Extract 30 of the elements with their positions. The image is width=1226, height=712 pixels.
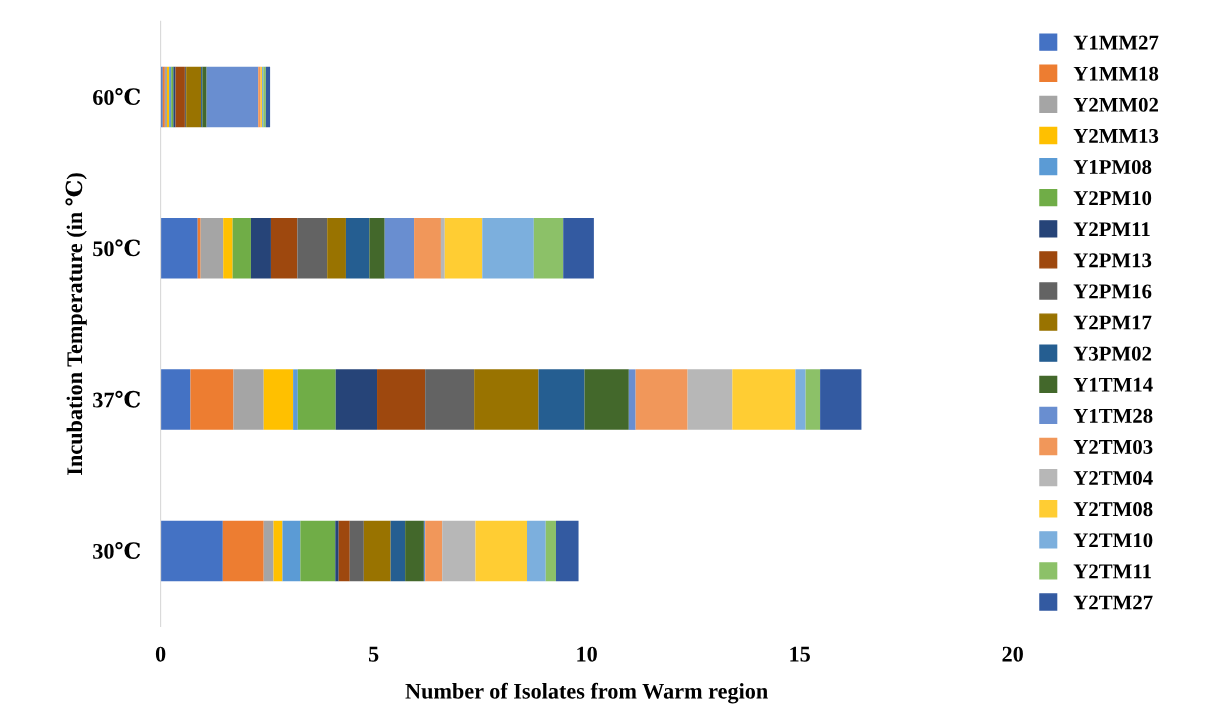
legend-label: Y2TM08 <box>1073 502 1153 517</box>
x-tick-label: 15 <box>790 646 810 662</box>
legend-label: Y3PM02 <box>1073 346 1152 361</box>
x-tick-label: 5 <box>368 646 379 662</box>
legend-label: Y2PM13 <box>1073 253 1152 268</box>
x-tick-label: 10 <box>577 646 597 662</box>
legend-label: Y2TM27 <box>1073 595 1153 610</box>
legend-label: Y2PM16 <box>1073 284 1152 299</box>
legend-label: Y2TM11 <box>1073 564 1151 579</box>
y-tick-label: 37℃ <box>93 390 141 408</box>
legend-label: Y2TM04 <box>1073 471 1153 486</box>
legend-label: Y2PM11 <box>1073 222 1150 237</box>
legend-label: Y2MM13 <box>1073 128 1159 143</box>
legend-label: Y2MM02 <box>1073 97 1159 112</box>
legend-label: Y1MM18 <box>1073 66 1159 81</box>
legend-label: Y2TM10 <box>1073 533 1153 548</box>
legend-label: Y2TM03 <box>1073 439 1153 454</box>
legend-label: Y2PM17 <box>1073 315 1152 330</box>
legend-label: Y2PM10 <box>1073 191 1152 206</box>
legend-label: Y1PM08 <box>1073 159 1152 175</box>
y-axis-title: Incubation Temperature (in ℃) <box>65 173 87 475</box>
legend-label: Y1TM28 <box>1073 408 1153 423</box>
x-axis-title: Number of Isolates from Warm region <box>405 682 768 704</box>
x-tick-label: 20 <box>1002 646 1023 662</box>
y-tick-label: 50℃ <box>93 239 141 257</box>
y-tick-label: 30℃ <box>93 541 141 559</box>
legend-label: Y1MM27 <box>1073 35 1159 50</box>
x-tick-label: 0 <box>155 646 166 662</box>
y-tick-label: 60℃ <box>93 88 141 106</box>
legend-label: Y1TM14 <box>1073 377 1153 392</box>
